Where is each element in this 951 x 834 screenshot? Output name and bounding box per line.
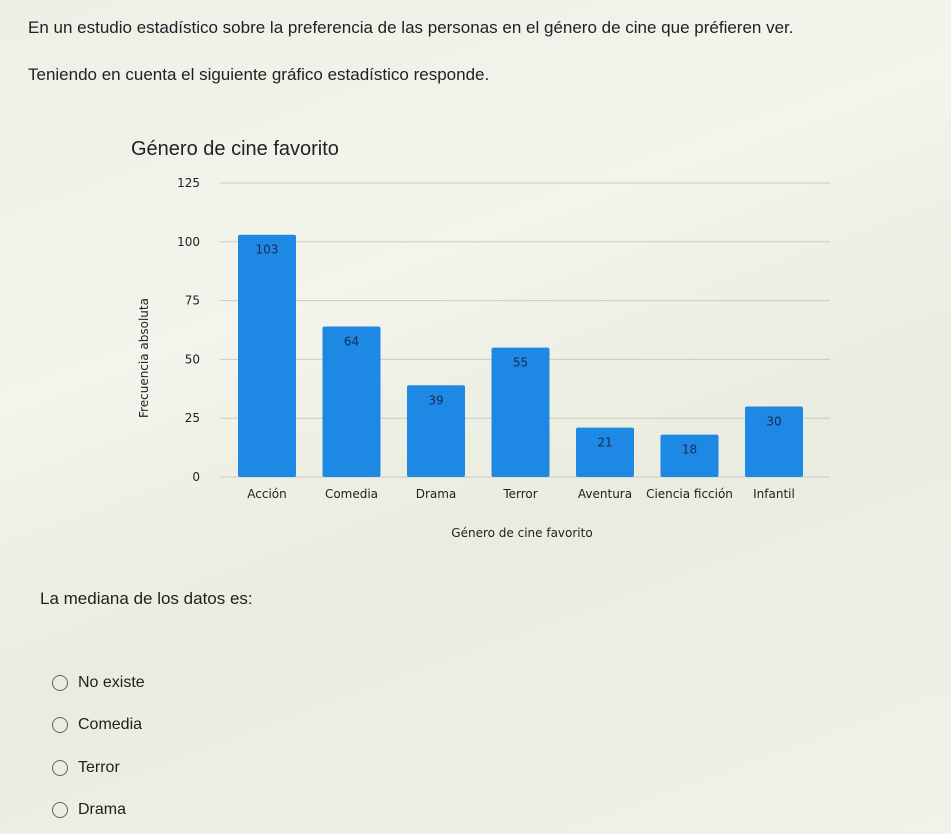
option-drama[interactable]: Drama [52,801,126,819]
radio-button[interactable] [52,675,68,691]
x-category-label: Acción [247,487,286,501]
radio-button[interactable] [52,760,68,776]
option-label: No existe [78,674,145,691]
question-line-2: Teniendo en cuenta el siguiente gráfico … [28,65,490,84]
y-tick-label: 50 [185,352,200,366]
option-no-existe[interactable]: No existe [52,674,145,692]
y-axis-label: Frecuencia absoluta [137,298,151,418]
option-label: Comedia [78,716,143,733]
x-category-label: Terror [502,487,537,501]
bar-value-label: 30 [766,414,781,428]
chart-title: Género de cine favorito [131,138,339,160]
radio-button[interactable] [52,802,68,818]
bar-5 [660,434,719,477]
x-category-label: Aventura [578,487,632,501]
question-line-1: En un estudio estadístico sobre la prefe… [28,18,794,37]
bar-value-label: 64 [344,334,359,348]
x-category-label: Drama [416,487,457,501]
option-comedia[interactable]: Comedia [52,716,142,734]
option-terror[interactable]: Terror [52,759,120,777]
bar-value-label: 55 [513,356,528,370]
y-tick-label: 0 [192,470,200,484]
option-label: Terror [78,759,120,776]
bar-value-label: 21 [597,436,612,450]
y-tick-label: 125 [177,176,200,190]
bar-chart: Género de cine favorito 0 25 50 75 100 125 10… [131,138,830,540]
bar-value-label: 103 [256,243,279,257]
y-tick-label: 75 [185,294,200,308]
median-question: La mediana de los datos es: [40,589,253,608]
bar-6 [745,406,803,477]
bar-value-label: 18 [682,443,697,457]
x-axis-label: Género de cine favorito [451,526,592,540]
bar-1 [322,326,381,477]
bar-2 [407,385,465,477]
y-tick-label: 100 [177,235,200,249]
radio-button[interactable] [52,717,68,733]
bar-3 [491,347,550,477]
y-tick-label: 25 [185,411,200,425]
option-label: Drama [78,801,127,818]
x-category-label: Infantil [753,487,795,501]
x-category-label: Comedia [325,487,378,501]
bar-4 [576,427,634,477]
bar-0 [238,234,296,477]
x-category-label: Ciencia ficción [646,487,733,501]
bar-value-label: 39 [428,393,443,407]
